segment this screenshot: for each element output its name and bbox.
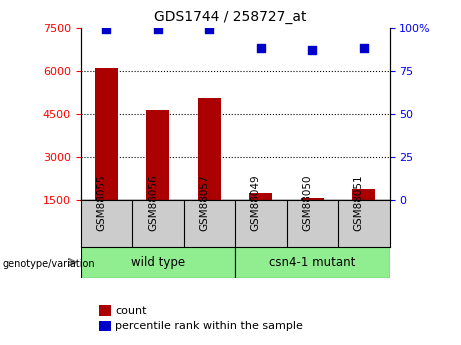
Point [103,27,110,32]
Point [308,47,316,53]
Bar [198,98,221,200]
Text: GSM88049: GSM88049 [251,174,261,231]
Text: count: count [115,306,147,315]
Point [154,27,161,32]
Text: GSM88055: GSM88055 [96,174,106,231]
Text: wild type: wild type [131,256,185,269]
Point [206,27,213,32]
Bar [301,198,324,200]
Text: GDS1744 / 258727_at: GDS1744 / 258727_at [154,10,307,24]
Bar [249,193,272,200]
Text: percentile rank within the sample: percentile rank within the sample [115,321,303,331]
Point [257,46,265,51]
Text: genotype/variation: genotype/variation [2,259,95,269]
Bar [95,68,118,200]
Text: GSM88057: GSM88057 [199,174,209,231]
Text: GSM88056: GSM88056 [148,174,158,231]
Bar [81,247,235,278]
Bar [146,110,170,200]
Text: GSM88051: GSM88051 [354,174,364,231]
Text: csn4-1 mutant: csn4-1 mutant [269,256,355,269]
Text: GSM88050: GSM88050 [302,174,312,231]
Point [360,46,367,51]
Bar [352,189,375,200]
Bar [235,247,390,278]
